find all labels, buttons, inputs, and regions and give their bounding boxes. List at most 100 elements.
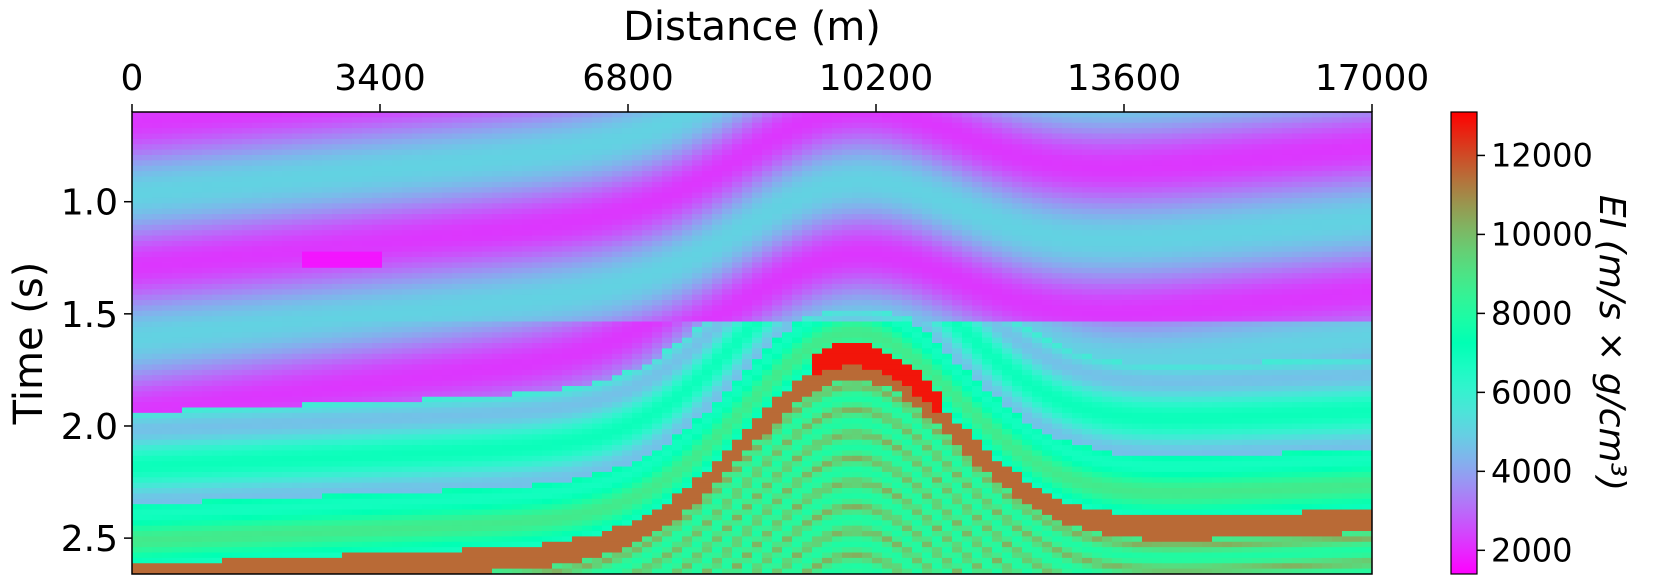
heatmap-cell <box>432 305 443 312</box>
heatmap-cell <box>152 509 163 516</box>
heatmap-cell <box>552 321 563 328</box>
heatmap-cell <box>392 348 403 355</box>
heatmap-cell <box>412 509 423 516</box>
heatmap-cell <box>332 552 343 559</box>
heatmap-cell <box>422 412 433 419</box>
heatmap-cell <box>282 257 293 264</box>
heatmap-cell <box>322 289 333 296</box>
heatmap-cell <box>372 273 383 280</box>
heatmap-cell <box>592 445 603 452</box>
heatmap-cell <box>252 450 263 457</box>
heatmap-cell <box>142 493 153 500</box>
heatmap-cell <box>432 439 443 446</box>
heatmap-cell <box>652 428 663 435</box>
heatmap-cell <box>602 466 613 473</box>
heatmap-cell <box>292 531 303 537</box>
heatmap-cell <box>312 192 323 199</box>
heatmap-cell <box>642 445 653 452</box>
heatmap-cell <box>162 477 173 484</box>
heatmap-cell <box>502 536 513 543</box>
heatmap-cell <box>282 219 293 226</box>
heatmap-cell <box>282 461 293 468</box>
heatmap-cell <box>382 337 393 344</box>
heatmap-cell <box>512 192 523 199</box>
heatmap-cell <box>152 466 163 473</box>
heatmap-cell <box>542 531 553 537</box>
heatmap-cell <box>382 203 393 210</box>
heatmap-cell <box>202 364 213 371</box>
heatmap-cell <box>252 138 263 145</box>
heatmap-cell <box>272 359 283 366</box>
heatmap-cell <box>492 493 503 500</box>
heatmap-cell <box>172 498 183 505</box>
heatmap-cell <box>642 128 653 135</box>
heatmap-cell <box>622 359 633 366</box>
heatmap-cell <box>242 144 253 151</box>
heatmap-cell <box>672 557 683 564</box>
heatmap-cell <box>602 321 613 328</box>
heatmap-cell <box>162 445 173 452</box>
heatmap-cell <box>452 316 463 323</box>
heatmap-cell <box>342 289 353 296</box>
heatmap-cell <box>492 439 503 446</box>
heatmap-cell <box>432 375 443 382</box>
heatmap-cell <box>172 461 183 468</box>
heatmap-cell <box>142 326 153 333</box>
heatmap-cell <box>332 471 343 478</box>
heatmap-cell <box>142 208 153 215</box>
heatmap-cell <box>282 176 293 183</box>
heatmap-cell <box>142 412 153 419</box>
heatmap-cell <box>232 498 243 505</box>
heatmap-cell <box>652 321 663 328</box>
heatmap-cell <box>392 552 403 559</box>
heatmap-cell <box>262 251 273 258</box>
heatmap-cell <box>572 428 583 435</box>
heatmap-cell <box>662 321 673 328</box>
heatmap-cell <box>442 246 453 253</box>
heatmap-cell <box>592 547 603 554</box>
heatmap-cell <box>622 283 633 290</box>
heatmap-cell <box>212 187 223 194</box>
heatmap-cell <box>362 208 373 215</box>
heatmap-cell <box>682 257 693 264</box>
heatmap-cell <box>622 536 633 543</box>
heatmap-cell <box>302 240 313 247</box>
heatmap-cell <box>382 434 393 441</box>
heatmap-cell <box>432 455 443 462</box>
heatmap-cell <box>612 552 623 559</box>
heatmap-cell <box>562 461 573 468</box>
heatmap-cell <box>632 326 643 333</box>
heatmap-cell <box>382 439 393 446</box>
heatmap-cell <box>472 504 483 511</box>
heatmap-cell <box>442 310 453 317</box>
heatmap-cell <box>212 262 223 269</box>
heatmap-cell <box>642 557 653 564</box>
heatmap-cell <box>652 348 663 355</box>
heatmap-cell <box>342 283 353 290</box>
heatmap-cell <box>242 165 253 172</box>
heatmap-cell <box>202 203 213 210</box>
heatmap-cell <box>262 509 273 516</box>
heatmap-cell <box>662 563 673 570</box>
heatmap-cell <box>322 488 333 495</box>
heatmap-cell <box>422 407 433 414</box>
heatmap-cell <box>452 326 463 333</box>
heatmap-cell <box>332 434 343 441</box>
heatmap-cell <box>182 514 193 521</box>
heatmap-cell <box>162 525 173 532</box>
heatmap-cell <box>552 197 563 204</box>
heatmap-cell <box>262 380 273 387</box>
heatmap-cell <box>642 235 653 242</box>
heatmap-cell <box>422 267 433 274</box>
heatmap-cell <box>162 117 173 124</box>
heatmap-cell <box>222 407 233 414</box>
heatmap-cell <box>312 203 323 210</box>
heatmap-cell <box>542 509 553 516</box>
heatmap-cell <box>692 531 703 537</box>
heatmap-cell <box>242 214 253 221</box>
heatmap-cell <box>342 380 353 387</box>
heatmap-cell <box>662 375 673 382</box>
heatmap-cell <box>562 278 573 285</box>
heatmap-cell <box>412 450 423 457</box>
heatmap-cell <box>592 122 603 129</box>
